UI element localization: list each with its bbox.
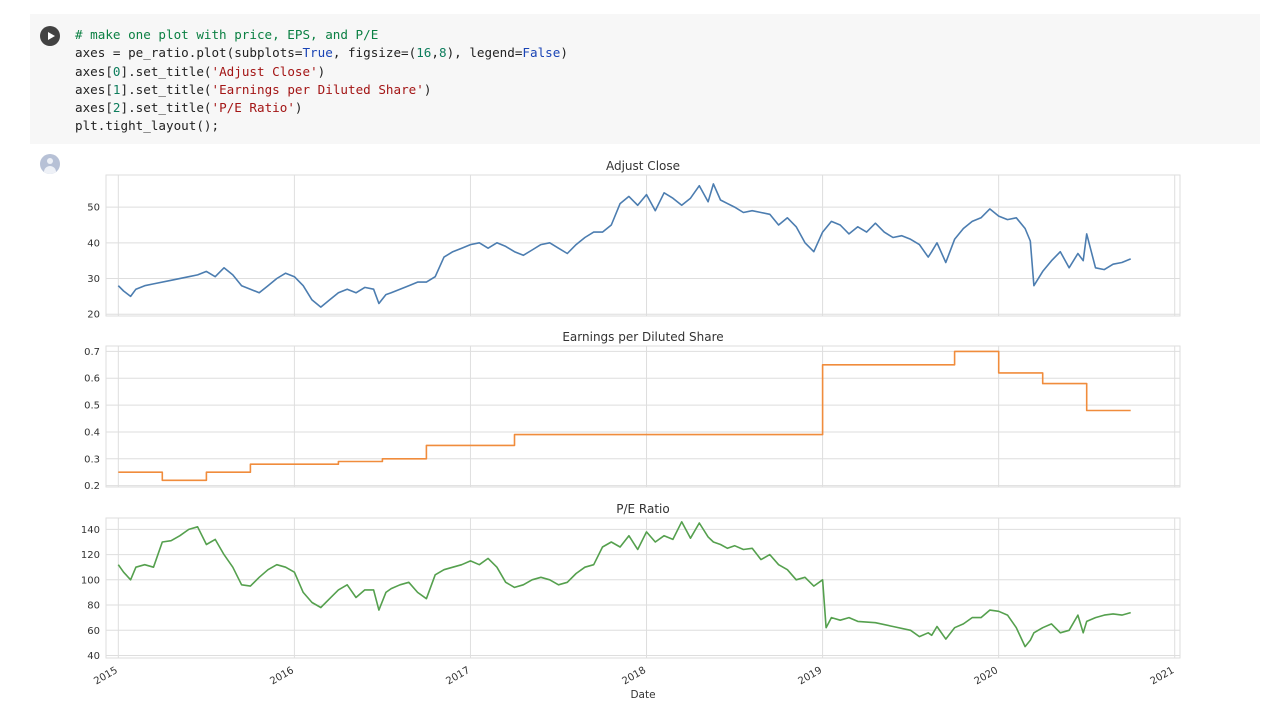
y-tick-label: 0.5: [84, 401, 100, 412]
subplot-title: Earnings per Diluted Share: [562, 330, 723, 344]
series-line: [117, 521, 1131, 648]
code-token: axes[: [75, 63, 113, 79]
plot-area: [105, 345, 1181, 488]
code-token: ].set_title(: [120, 100, 212, 116]
y-tick-label: 0.7: [84, 347, 100, 358]
code-cell[interactable]: [30, 14, 1260, 144]
code-token: # make one plot with price, EPS, and P/E: [75, 27, 379, 42]
x-tick-label: 2017: [444, 665, 472, 687]
code-token: ].set_title(: [120, 63, 212, 79]
plot-area: [105, 174, 1181, 317]
code-line: # make one plot with price, EPS, and P/E: [75, 26, 568, 44]
code-token: False: [522, 45, 561, 61]
series-line: [117, 183, 1132, 308]
code-line: axes = pe_ratio.plot(subplots=True, figs…: [75, 44, 568, 62]
y-tick-label: 0.2: [84, 481, 100, 492]
code-token: ): [423, 81, 432, 97]
subplot: 40 60 80 100 120 140 P/E Ratio: [81, 502, 1181, 662]
code-token: ): [317, 63, 326, 79]
code-token: axes[: [75, 100, 113, 116]
code-editor[interactable]: # make one plot with price, EPS, and P/E…: [75, 26, 568, 136]
code-line: axes[1].set_title('Earnings per Diluted …: [75, 81, 568, 99]
y-tick-label: 0.4: [84, 427, 100, 438]
code-line: plt.tight_layout();: [75, 117, 568, 135]
x-tick-label: 2015: [92, 665, 120, 687]
y-tick-label: 50: [87, 203, 100, 214]
code-token: ), legend=: [446, 45, 523, 61]
y-tick-label: 120: [81, 550, 100, 561]
code-token: 2: [112, 100, 121, 116]
subplot-title: P/E Ratio: [616, 502, 669, 516]
code-token: 16: [416, 45, 432, 61]
y-tick-label: 140: [81, 525, 100, 536]
y-tick-label: 30: [87, 274, 100, 285]
x-tick-label: 2019: [797, 665, 825, 687]
code-token: ].set_title(: [120, 81, 212, 97]
code-token: 'Adjust Close': [211, 63, 318, 79]
subplot: 20 30 40 50 Adjust Close: [87, 159, 1181, 321]
y-tick-label: 80: [87, 601, 100, 612]
code-token: 'Earnings per Diluted Share': [211, 81, 424, 97]
code-token: plt.tight_layout();: [75, 118, 220, 134]
code-token: axes = pe_ratio.plot(subplots=: [75, 45, 303, 61]
code-token: 1: [112, 81, 121, 97]
y-tick-label: 0.6: [84, 374, 100, 385]
plot-area: [105, 517, 1181, 659]
y-tick-label: 20: [87, 310, 100, 321]
x-tick-label: 2018: [620, 665, 648, 687]
output-avatar-icon: [40, 154, 60, 174]
y-tick-label: 40: [87, 238, 100, 249]
code-token: axes[: [75, 81, 113, 97]
code-token: ): [294, 100, 303, 116]
x-tick-label: 2021: [1149, 665, 1177, 687]
run-cell-button[interactable]: [40, 26, 60, 46]
series-line: [118, 350, 1131, 482]
code-token: 0: [112, 63, 121, 79]
x-tick-label: 2016: [268, 665, 296, 687]
code-token: , figsize=(: [332, 45, 417, 61]
subplot-title: Adjust Close: [606, 159, 680, 173]
subplot: 0.2 0.3 0.4 0.5 0.6 0.7 Earnings per Diluted S…: [84, 330, 1181, 492]
code-line: axes[2].set_title('P/E Ratio'): [75, 99, 568, 117]
y-tick-label: 0.3: [84, 454, 100, 465]
y-tick-label: 60: [87, 626, 100, 637]
code-token: ,: [431, 45, 439, 61]
code-line: axes[0].set_title('Adjust Close'): [75, 63, 568, 81]
y-tick-label: 40: [87, 651, 100, 662]
x-tick-label: 2020: [973, 665, 1001, 687]
code-token: True: [302, 45, 333, 61]
y-tick-label: 100: [81, 575, 100, 586]
x-axis-label: Date: [630, 689, 655, 701]
code-token: ): [560, 45, 568, 61]
code-token: 'P/E Ratio': [211, 100, 295, 116]
code-token: 8: [438, 45, 447, 61]
